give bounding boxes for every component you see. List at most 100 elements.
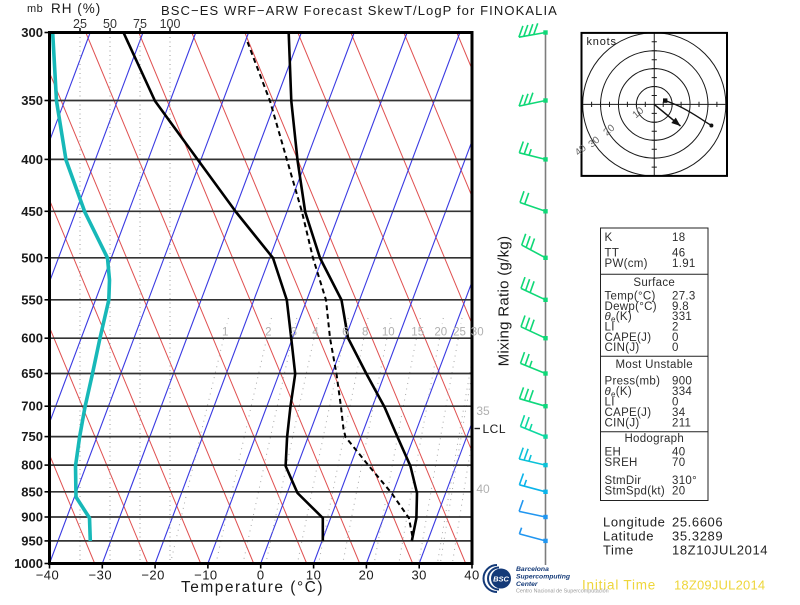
svg-text:θe(K): θe(K) xyxy=(605,311,633,324)
svg-text:900: 900 xyxy=(672,376,692,388)
svg-text:10: 10 xyxy=(306,568,321,583)
svg-text:Centro Nacional de Supercomput: Centro Nacional de Supercomputación xyxy=(516,589,609,595)
svg-text:75: 75 xyxy=(133,17,147,31)
svg-text:300: 300 xyxy=(21,25,43,40)
svg-text:700: 700 xyxy=(21,399,43,414)
svg-text:18Z10JUL2014: 18Z10JUL2014 xyxy=(672,543,768,558)
svg-text:CIN(J): CIN(J) xyxy=(605,417,640,429)
svg-text:Temp(°C): Temp(°C) xyxy=(605,291,656,303)
svg-text:27.3: 27.3 xyxy=(672,291,696,303)
svg-text:−20: −20 xyxy=(141,568,165,583)
svg-text:LCL: LCL xyxy=(483,422,507,436)
svg-text:46: 46 xyxy=(672,248,685,260)
svg-text:StmSpd(kt): StmSpd(kt) xyxy=(605,486,666,498)
svg-text:0: 0 xyxy=(257,568,265,583)
svg-text:Longitude: Longitude xyxy=(603,515,666,530)
svg-text:450: 450 xyxy=(21,204,43,219)
svg-text:30: 30 xyxy=(471,327,484,339)
svg-text:StmDir: StmDir xyxy=(605,475,642,487)
svg-text:LI: LI xyxy=(605,397,615,409)
svg-text:70: 70 xyxy=(672,457,685,469)
svg-text:1000: 1000 xyxy=(14,556,43,571)
svg-text:Dewp(°C): Dewp(°C) xyxy=(605,301,657,313)
svg-text:750: 750 xyxy=(21,429,43,444)
svg-text:Most Unstable: Most Unstable xyxy=(616,359,693,371)
svg-text:θe(K): θe(K) xyxy=(605,386,633,399)
svg-text:Latitude: Latitude xyxy=(603,528,654,543)
svg-text:Initial Time: Initial Time xyxy=(582,578,656,593)
svg-text:Mixing Ratio (g/kg): Mixing Ratio (g/kg) xyxy=(496,236,513,367)
svg-text:310°: 310° xyxy=(672,475,697,487)
svg-text:3: 3 xyxy=(291,327,297,339)
svg-text:Time: Time xyxy=(603,543,634,558)
svg-text:334: 334 xyxy=(672,386,692,398)
svg-text:Press(mb): Press(mb) xyxy=(605,376,661,388)
svg-text:−30: −30 xyxy=(89,568,113,583)
svg-text:18: 18 xyxy=(672,232,685,244)
svg-text:4: 4 xyxy=(312,327,319,339)
svg-text:25: 25 xyxy=(453,327,466,339)
svg-text:40: 40 xyxy=(672,447,685,459)
svg-text:SREH: SREH xyxy=(605,457,638,469)
svg-text:500: 500 xyxy=(21,250,43,265)
svg-text:CIN(J): CIN(J) xyxy=(605,342,640,354)
svg-text:EH: EH xyxy=(605,447,622,459)
svg-text:20: 20 xyxy=(672,486,685,498)
svg-text:Surface: Surface xyxy=(633,277,675,289)
svg-text:BSC−ES WRF−ARW Forecast SkewT/: BSC−ES WRF−ARW Forecast SkewT/LogP for F… xyxy=(161,3,558,18)
svg-text:850: 850 xyxy=(21,484,43,499)
svg-text:Supercomputing: Supercomputing xyxy=(516,574,571,581)
svg-text:0: 0 xyxy=(672,397,679,409)
svg-text:2: 2 xyxy=(672,322,679,334)
svg-text:0: 0 xyxy=(672,342,679,354)
svg-text:Temperature (°C): Temperature (°C) xyxy=(181,579,324,596)
svg-text:100: 100 xyxy=(160,17,181,31)
svg-text:9.8: 9.8 xyxy=(672,301,689,313)
svg-text:211: 211 xyxy=(672,417,691,429)
svg-text:18Z09JUL2014: 18Z09JUL2014 xyxy=(674,578,765,593)
svg-text:1.91: 1.91 xyxy=(672,258,696,270)
svg-text:50: 50 xyxy=(103,17,117,31)
svg-text:0: 0 xyxy=(672,332,679,344)
svg-text:400: 400 xyxy=(21,152,43,167)
svg-text:40: 40 xyxy=(464,568,479,583)
svg-text:15: 15 xyxy=(411,327,424,339)
svg-text:600: 600 xyxy=(21,331,43,346)
svg-text:20: 20 xyxy=(434,327,447,339)
svg-text:PW(cm): PW(cm) xyxy=(605,258,648,270)
svg-text:BSC: BSC xyxy=(493,575,509,584)
svg-text:8: 8 xyxy=(362,327,368,339)
svg-text:1: 1 xyxy=(222,327,228,339)
svg-text:800: 800 xyxy=(21,458,43,473)
svg-text:knots: knots xyxy=(587,36,617,48)
svg-text:Center: Center xyxy=(516,581,538,588)
svg-text:331: 331 xyxy=(672,311,692,323)
svg-text:Barcelona: Barcelona xyxy=(516,566,549,573)
svg-text:mb: mb xyxy=(27,3,43,15)
svg-text:900: 900 xyxy=(21,510,43,525)
svg-text:10: 10 xyxy=(382,327,395,339)
svg-text:−10: −10 xyxy=(194,568,218,583)
svg-text:K: K xyxy=(605,232,613,244)
svg-text:25.6606: 25.6606 xyxy=(672,515,723,530)
svg-text:CAPE(J): CAPE(J) xyxy=(605,407,652,419)
svg-text:40: 40 xyxy=(476,482,490,496)
svg-text:LI: LI xyxy=(605,322,615,334)
svg-text:Hodograph: Hodograph xyxy=(624,433,684,445)
svg-text:RH (%): RH (%) xyxy=(51,1,101,16)
svg-text:650: 650 xyxy=(21,366,43,381)
svg-text:CAPE(J): CAPE(J) xyxy=(605,332,652,344)
svg-text:35.3289: 35.3289 xyxy=(672,528,723,543)
svg-text:−40: −40 xyxy=(36,568,60,583)
svg-text:950: 950 xyxy=(21,533,43,548)
svg-text:350: 350 xyxy=(21,93,43,108)
svg-text:34: 34 xyxy=(672,407,686,419)
svg-text:25: 25 xyxy=(73,17,87,31)
svg-text:6: 6 xyxy=(342,327,348,339)
svg-text:20: 20 xyxy=(359,568,374,583)
svg-text:TT: TT xyxy=(605,248,620,260)
svg-text:30: 30 xyxy=(411,568,426,583)
svg-text:35: 35 xyxy=(476,404,490,418)
svg-text:2: 2 xyxy=(265,327,271,339)
svg-text:550: 550 xyxy=(21,292,43,307)
